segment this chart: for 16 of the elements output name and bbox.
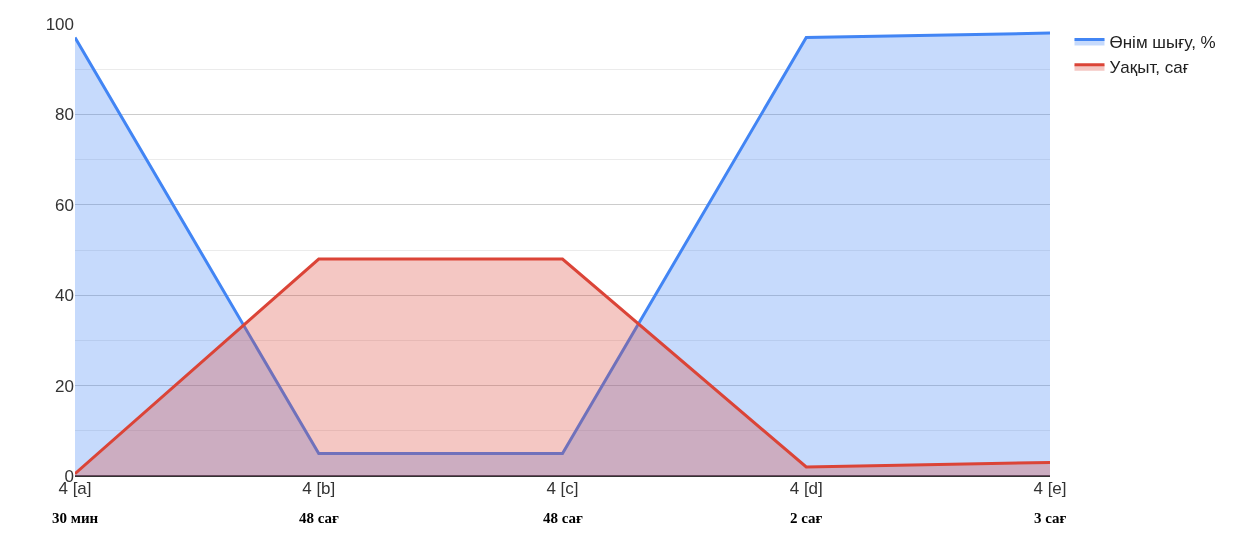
- y-tick-label: 80: [55, 105, 74, 125]
- y-tick-label: 100: [45, 14, 74, 34]
- x-tick-label: 4 [b]: [302, 479, 336, 498]
- text: 3 сағ: [1034, 510, 1067, 526]
- y-tick-label: 60: [55, 195, 74, 215]
- y-tick-label: 20: [55, 376, 74, 396]
- text: 2 сағ: [790, 510, 823, 526]
- text: 48 сағ: [543, 510, 584, 526]
- x-tick-label: 4 [c]: [546, 479, 579, 498]
- text: 48 сағ: [299, 510, 340, 526]
- x-tick-label: 4 [e]: [1033, 479, 1067, 498]
- text: 30 мин: [52, 510, 99, 526]
- y-tick-label: 40: [55, 286, 74, 306]
- legend-label: Уақыт, сағ: [1109, 58, 1189, 78]
- legend-label: Өнім шығу, %: [1109, 33, 1216, 53]
- x-tick-label: 4 [d]: [789, 479, 823, 498]
